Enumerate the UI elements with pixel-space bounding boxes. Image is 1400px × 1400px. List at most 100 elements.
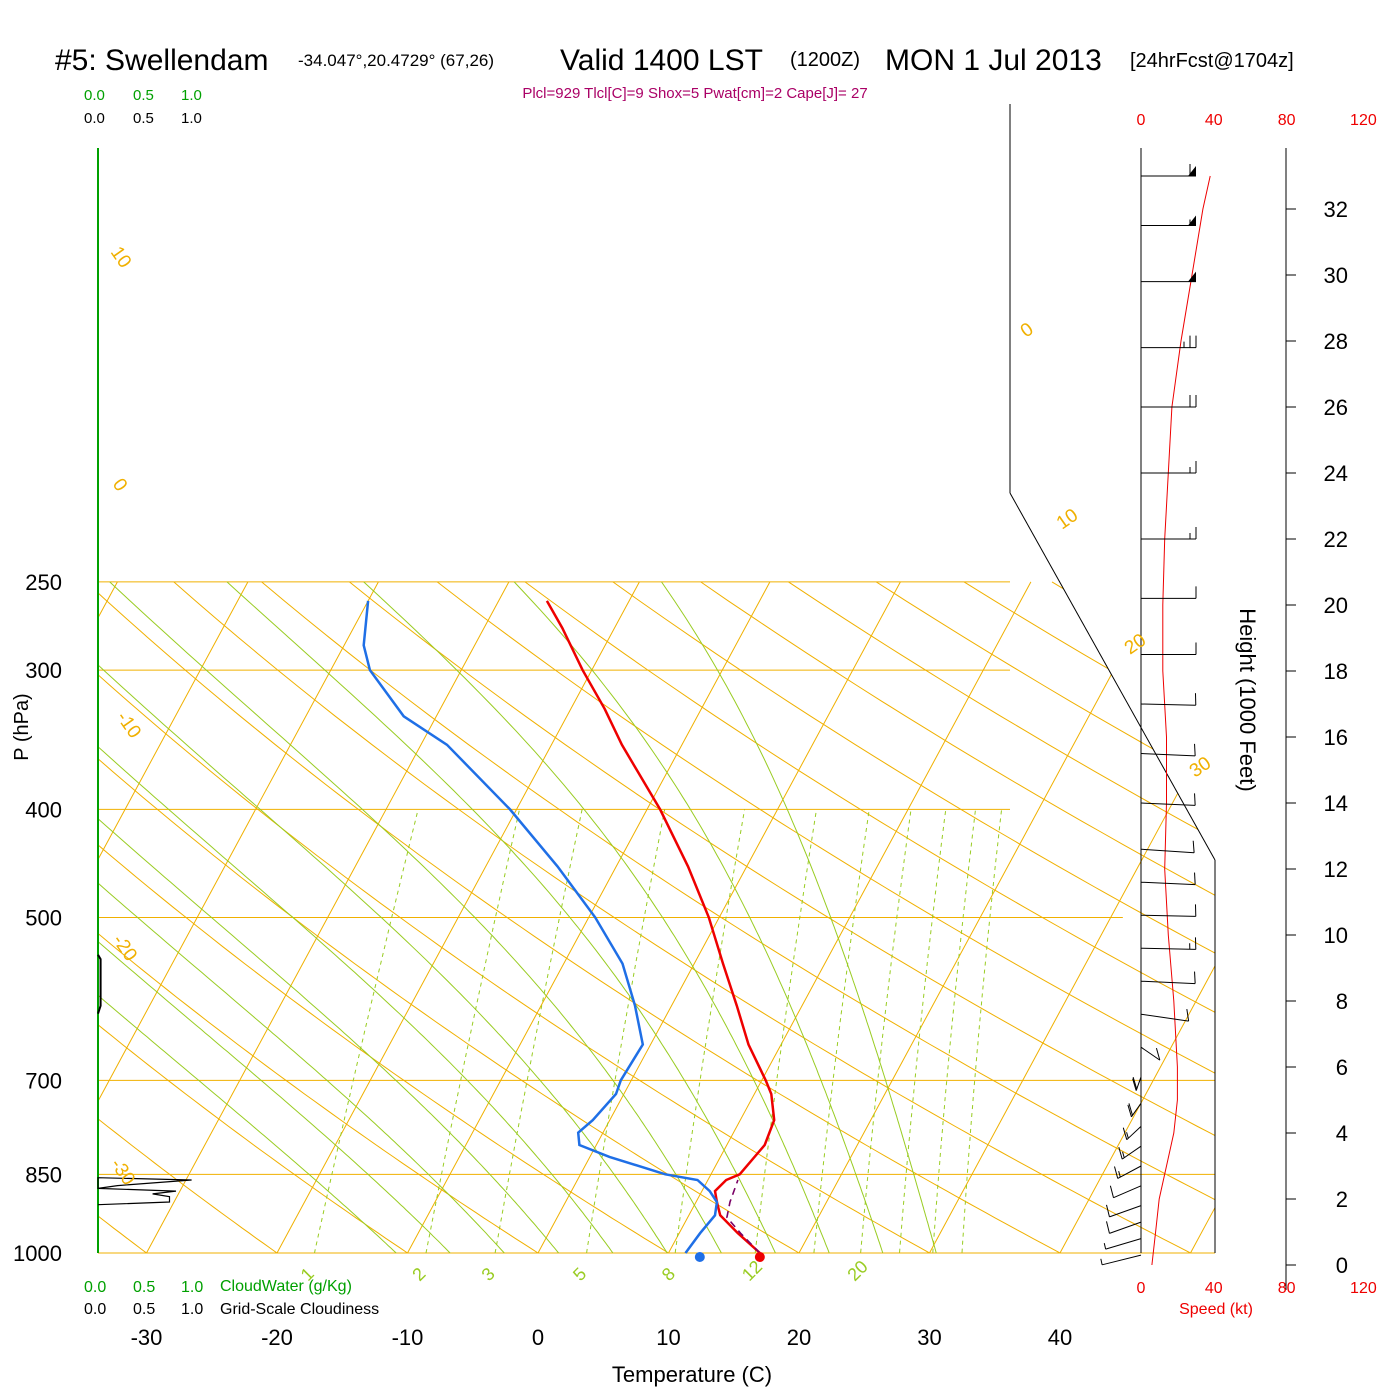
- wind-barb-feather: [1194, 793, 1196, 806]
- moist-adiabat-line: [363, 581, 839, 1253]
- height-tick-label: 12: [1324, 857, 1348, 882]
- wind-barb: [1141, 395, 1197, 408]
- moist-adiabat-line: [98, 581, 631, 1253]
- wind-barb: [1127, 1103, 1142, 1118]
- wind-barb: [1141, 586, 1197, 599]
- height-tick-label: 24: [1324, 461, 1348, 486]
- dry-adiabat-line: [98, 581, 973, 1253]
- height-tick-label: 20: [1324, 593, 1348, 618]
- dry-adiabat-label: -20: [108, 931, 141, 966]
- wind-barb: [1140, 971, 1196, 985]
- wind-barb: [1141, 642, 1197, 655]
- wind-barb-feather: [1132, 1078, 1137, 1091]
- dry-adiabat-line: [349, 581, 1215, 1253]
- wind-barb-feather: [1126, 1132, 1129, 1139]
- wind-barb-staff: [1126, 1126, 1142, 1141]
- dry-adiabat-line: [98, 581, 311, 1253]
- wind-barb-feather: [1192, 840, 1195, 853]
- wind-barb: [1103, 1238, 1142, 1250]
- moist-adiabat-line: [513, 581, 892, 1253]
- moist-adiabat-line: [98, 581, 474, 1253]
- x-tick-label: 0: [532, 1325, 544, 1350]
- mixing-ratio-label: 20: [843, 1257, 871, 1285]
- x-tick-label: 40: [1048, 1325, 1072, 1350]
- wind-barb-feather: [1194, 971, 1196, 984]
- wind-barb: [1122, 1126, 1142, 1141]
- dry-adiabat-line: [98, 581, 576, 1253]
- pressure-tick-label: 300: [25, 658, 62, 683]
- pressure-tick-label: 400: [25, 797, 62, 822]
- moist-adiabat-line: [98, 581, 683, 1253]
- cloudiness-scale-bottom-1: 0.5: [133, 1301, 155, 1318]
- wind-barb-staff: [1131, 1103, 1142, 1118]
- wind-barb: [1140, 937, 1197, 950]
- station-coords: -34.047°,20.4729° (67,26): [298, 51, 494, 70]
- speed-tick-bottom: 40: [1205, 1280, 1223, 1297]
- x-tick-label: -20: [261, 1325, 293, 1350]
- cloudwater-label: CloudWater (g/Kg): [220, 1278, 352, 1295]
- wind-barb-feather: [1194, 743, 1196, 756]
- isotherm-line: [1059, 581, 1215, 1253]
- wind-barb: [1140, 904, 1197, 917]
- cloudiness-profile-line: [97, 1177, 192, 1206]
- frame-slant: [1009, 492, 1216, 861]
- dry-adiabat-line: [98, 581, 708, 1253]
- wind-barb: [1132, 1076, 1142, 1091]
- wind-barb-staff: [1140, 703, 1196, 706]
- mixing-ratio-label: 2: [408, 1264, 429, 1285]
- speed-tick-top: 80: [1278, 112, 1296, 129]
- wind-speed-line: [1151, 175, 1211, 1266]
- wind-barb-staff: [1113, 1185, 1142, 1199]
- wind-barb-flag: [1188, 271, 1196, 282]
- dry-adiabat-line: [98, 581, 1105, 1253]
- wind-barb-feather: [1127, 1104, 1132, 1117]
- mixing-ratio-label: 8: [658, 1264, 679, 1285]
- wind-barb: [1140, 872, 1196, 886]
- cloudiness-scale-top-0: 0.0: [84, 110, 105, 127]
- x-tick-label: 10: [656, 1325, 680, 1350]
- wind-barb: [1141, 527, 1197, 540]
- dry-adiabat-line: [612, 581, 1215, 1253]
- wind-barb: [1100, 1254, 1142, 1266]
- pressure-tick-label: 850: [25, 1162, 62, 1187]
- mixing-ratio-line: [752, 809, 817, 1253]
- cloudiness-scale-top-1: 0.5: [133, 110, 154, 127]
- wind-barb-feather: [1128, 1103, 1133, 1116]
- dewpoint-surface-point: [694, 1252, 705, 1262]
- speed-tick-top: 0: [1137, 112, 1146, 129]
- cloudwater-scale-top-1: 0.5: [133, 87, 154, 104]
- wind-barb-feather: [1118, 1170, 1121, 1178]
- valid-time: Valid 1400 LST: [560, 44, 763, 77]
- dry-adiabat-label: -10: [112, 708, 145, 743]
- wind-barb-staff: [1140, 980, 1196, 985]
- axis-labels: -30 -20 -10 0 10 20 30 402503004005007008501000…: [13, 243, 1215, 1350]
- wind-barb-staff: [1140, 802, 1196, 806]
- pressure-tick-label: 500: [25, 905, 62, 930]
- moist-adiabat-line: [98, 581, 526, 1253]
- height-tick-label: 22: [1324, 527, 1348, 552]
- thermo-grid: [98, 581, 1215, 1253]
- forecast-info: [24hrFcst@1704z]: [1130, 50, 1294, 72]
- wind-barb-flag: [1188, 215, 1196, 226]
- x-tick-label: -30: [131, 1325, 163, 1350]
- temperature-surface-point: [754, 1252, 765, 1262]
- wind-barb: [1106, 1204, 1142, 1218]
- station-title: #5: Swellendam: [55, 44, 268, 77]
- mixing-ratio-line: [308, 809, 419, 1253]
- mixing-ratio-line: [858, 809, 912, 1253]
- wind-barb-staff: [1140, 753, 1196, 757]
- wind-barb-feather: [1118, 1146, 1123, 1160]
- isotherm-line: [276, 581, 640, 1253]
- temperature-profile-line: [545, 600, 776, 1254]
- dry-adiabat-line: [173, 581, 1215, 1253]
- wind-barb-staff: [1101, 1254, 1142, 1266]
- cloudwater-scale-top-0: 0.0: [84, 87, 105, 104]
- height-tick-label: 6: [1336, 1055, 1348, 1080]
- dry-adiabat-line: [261, 581, 1215, 1253]
- wind-barb-staff: [1140, 914, 1196, 917]
- valid-date: MON 1 Jul 2013: [885, 44, 1102, 77]
- speed-tick-top: 40: [1205, 112, 1223, 129]
- cloudwater-profile-line: [97, 954, 102, 1015]
- cloudwater-scale-bottom-0: 0.0: [84, 1279, 106, 1296]
- wind-barb-feather: [1106, 1221, 1110, 1234]
